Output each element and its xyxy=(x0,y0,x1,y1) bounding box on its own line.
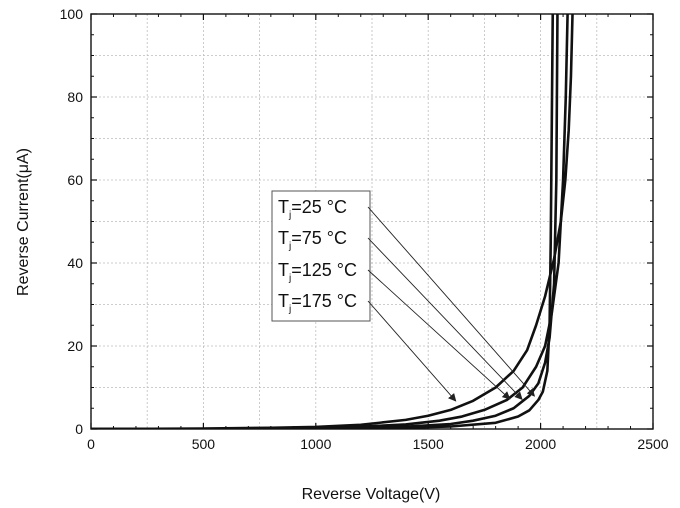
x-tick-label: 2500 xyxy=(637,436,668,452)
y-tick-label: 0 xyxy=(75,421,83,437)
grid xyxy=(91,14,653,429)
axes: 0 500 1000 1500 2000 2500 0 20 40 60 80 100 xyxy=(60,6,669,452)
y-tick-label: 20 xyxy=(67,338,83,354)
y-axis-title: Reverse Current(μA) xyxy=(15,148,32,296)
x-tick-label: 0 xyxy=(87,436,95,452)
legend-arrow-3 xyxy=(367,269,511,400)
legend: Tj=25 °C Tj=75 °C Tj=125 °C Tj=175 °C xyxy=(271,190,371,322)
x-axis-title: Reverse Voltage(V) xyxy=(302,486,441,503)
x-tick-label: 1000 xyxy=(300,436,331,452)
y-tick-label: 100 xyxy=(60,6,84,22)
legend-box xyxy=(271,190,371,322)
series-line-3 xyxy=(91,14,569,429)
x-tick-label: 1500 xyxy=(413,436,444,452)
legend-arrow-4 xyxy=(367,300,457,402)
x-tick-label: 500 xyxy=(192,436,216,452)
legend-label-3: Tj=125 °C xyxy=(278,260,357,284)
y-tick-label: 80 xyxy=(67,89,83,105)
y-tick-label: 60 xyxy=(67,172,83,188)
series-line-4 xyxy=(91,14,574,429)
legend-arrow-1 xyxy=(367,206,536,397)
legend-label-2: Tj=75 °C xyxy=(278,228,347,252)
legend-label-1: Tj=25 °C xyxy=(278,197,347,221)
legend-label-4: Tj=175 °C xyxy=(278,291,357,315)
legend-arrow-2 xyxy=(367,237,523,400)
legend-arrows xyxy=(367,206,536,402)
x-tick-label: 2000 xyxy=(525,436,556,452)
y-tick-label: 40 xyxy=(67,255,83,271)
